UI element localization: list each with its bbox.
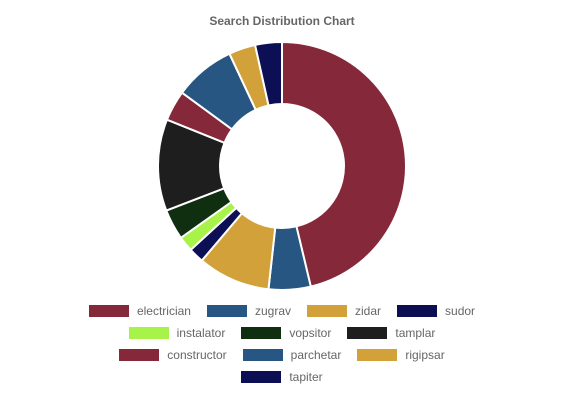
legend-swatch: [241, 371, 282, 383]
legend-item-zugrav[interactable]: zugrav: [206, 304, 291, 318]
legend-swatch: [241, 327, 282, 339]
legend-item-rigipsar[interactable]: rigipsar: [357, 348, 445, 362]
legend-swatch: [397, 305, 438, 317]
chart-legend: electrician zugrav zidar sudor instalator vop…: [0, 300, 564, 388]
legend-item-parchetar[interactable]: parchetar: [242, 348, 342, 362]
legend-swatch: [206, 305, 247, 317]
legend-label: instalator: [176, 326, 226, 340]
legend-swatch: [128, 327, 169, 339]
legend-row: electrician zugrav zidar sudor: [0, 300, 564, 322]
legend-row: constructor parchetar rigipsar: [0, 344, 564, 366]
legend-item-zidar[interactable]: zidar: [307, 304, 381, 318]
legend-label: tamplar: [395, 326, 436, 340]
legend-label: constructor: [167, 348, 227, 362]
legend-item-instalator[interactable]: instalator: [128, 326, 226, 340]
chart-title: Search Distribution Chart: [209, 14, 355, 28]
legend-label: vopsitor: [289, 326, 332, 340]
legend-label: zugrav: [254, 304, 291, 318]
slice-tapiter[interactable]: [253, 40, 283, 107]
legend-label: zidar: [355, 304, 382, 318]
legend-row: tapiter: [0, 366, 564, 388]
legend-swatch: [347, 327, 388, 339]
legend-swatch: [307, 305, 347, 317]
legend-swatch: [357, 349, 398, 361]
legend-item-sudor[interactable]: sudor: [397, 304, 475, 318]
legend-label: parchetar: [290, 348, 342, 362]
legend-swatch: [119, 349, 160, 361]
legend-swatch: [88, 305, 129, 317]
legend-swatch: [242, 349, 283, 361]
legend-item-constructor[interactable]: constructor: [119, 348, 227, 362]
slice-electrician[interactable]: [281, 40, 407, 288]
legend-label: sudor: [445, 304, 476, 318]
legend-item-electrician[interactable]: electrician: [88, 304, 191, 318]
legend-item-vopsitor[interactable]: vopsitor: [241, 326, 331, 340]
donut-chart: [157, 40, 407, 291]
legend-row: instalator vopsitor tamplar: [0, 322, 564, 344]
legend-label: electrician: [136, 304, 191, 318]
legend-label: rigipsar: [405, 348, 445, 362]
legend-label: tapiter: [289, 370, 323, 384]
legend-item-tamplar[interactable]: tamplar: [347, 326, 435, 340]
legend-item-tapiter[interactable]: tapiter: [241, 370, 323, 384]
